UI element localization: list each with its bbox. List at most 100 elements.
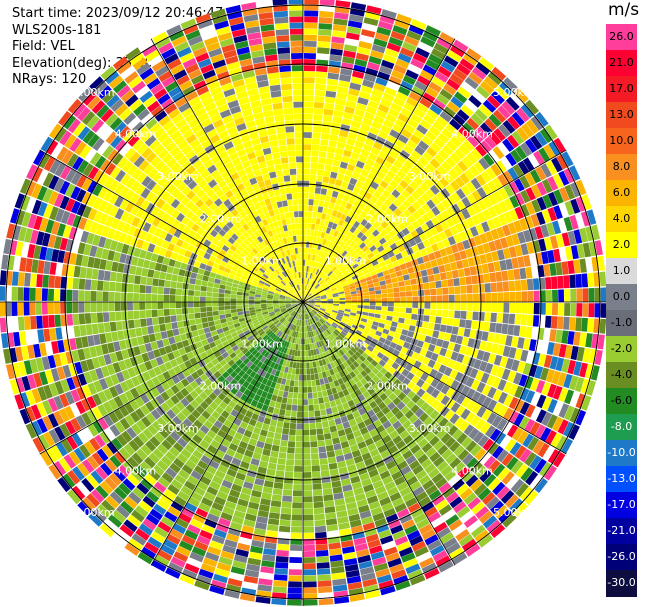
velocity-gate — [15, 241, 24, 257]
velocity-gate — [237, 149, 247, 158]
velocity-gate — [295, 266, 299, 273]
velocity-gate — [322, 488, 333, 496]
velocity-gate — [199, 439, 210, 450]
velocity-gate — [335, 504, 347, 512]
velocity-gate — [192, 434, 203, 444]
velocity-gate — [35, 231, 45, 246]
velocity-gate — [85, 474, 99, 489]
velocity-gate — [268, 309, 274, 313]
velocity-gate — [379, 249, 387, 257]
velocity-gate — [325, 344, 330, 351]
velocity-gate — [331, 258, 338, 265]
velocity-gate — [193, 486, 206, 497]
velocity-gate — [138, 39, 154, 52]
velocity-gate — [379, 261, 386, 268]
velocity-gate — [379, 165, 389, 175]
velocity-gate — [236, 329, 244, 335]
velocity-gate — [325, 370, 331, 377]
velocity-gate — [547, 176, 559, 191]
velocity-gate — [254, 302, 261, 305]
velocity-gate — [333, 360, 340, 367]
velocity-gate — [525, 119, 539, 134]
velocity-gate — [220, 170, 230, 180]
velocity-gate — [160, 202, 171, 212]
velocity-gate — [528, 227, 538, 241]
velocity-gate — [362, 522, 376, 531]
velocity-gate — [476, 187, 487, 199]
velocity-gate — [280, 272, 286, 279]
velocity-gate — [97, 391, 108, 404]
velocity-gate — [129, 192, 140, 204]
velocity-gate — [274, 164, 283, 171]
velocity-gate — [287, 367, 293, 374]
velocity-gate — [303, 411, 309, 418]
velocity-gate — [267, 330, 273, 336]
velocity-gate — [286, 293, 293, 297]
velocity-gate — [482, 99, 497, 113]
velocity-gate — [214, 496, 226, 506]
velocity-gate — [262, 173, 270, 181]
velocity-gate — [181, 534, 196, 546]
velocity-gate — [390, 30, 406, 41]
velocity-gate — [214, 568, 230, 578]
velocity-gate — [266, 300, 273, 302]
velocity-gate — [329, 548, 342, 556]
velocity-gate — [131, 533, 147, 546]
velocity-gate — [246, 171, 256, 180]
velocity-gate — [403, 102, 416, 113]
velocity-gate — [96, 302, 103, 312]
velocity-gate — [316, 286, 322, 291]
velocity-gate — [277, 47, 290, 54]
velocity-gate — [43, 384, 53, 399]
velocity-gate — [263, 365, 270, 372]
velocity-gate — [151, 560, 167, 572]
velocity-gate — [241, 347, 249, 355]
velocity-gate — [335, 261, 342, 268]
velocity-gate — [290, 330, 294, 337]
velocity-gate — [329, 381, 336, 389]
velocity-gate — [238, 369, 246, 378]
velocity-gate — [413, 129, 425, 140]
velocity-gate — [236, 302, 243, 306]
velocity-gate — [61, 438, 73, 454]
velocity-gate — [288, 230, 293, 237]
velocity-gate — [458, 126, 471, 139]
velocity-gate — [39, 246, 48, 260]
velocity-gate — [230, 290, 237, 295]
velocity-gate — [263, 480, 274, 488]
velocity-gate — [90, 312, 98, 324]
velocity-gate — [328, 542, 341, 550]
velocity-gate — [174, 41, 190, 53]
velocity-gate — [306, 235, 310, 242]
velocity-gate — [210, 8, 226, 19]
velocity-gate — [388, 267, 396, 274]
velocity-gate — [84, 290, 91, 302]
velocity-gate — [346, 163, 356, 172]
velocity-gate — [336, 141, 346, 150]
velocity-gate — [239, 252, 247, 259]
velocity-gate — [292, 318, 296, 324]
velocity-gate — [145, 285, 152, 294]
velocity-gate — [441, 210, 451, 220]
velocity-gate — [242, 180, 252, 188]
velocity-gate — [277, 232, 283, 240]
velocity-gate — [124, 201, 135, 213]
velocity-gate — [136, 143, 149, 155]
velocity-gate — [73, 265, 81, 278]
velocity-gate — [279, 188, 286, 195]
velocity-gate — [267, 308, 274, 312]
velocity-gate — [303, 405, 309, 412]
velocity-gate — [313, 120, 322, 127]
velocity-gate — [324, 267, 330, 274]
velocity-gate — [462, 139, 475, 152]
velocity-gate — [206, 296, 212, 302]
velocity-gate — [258, 319, 265, 324]
velocity-gate — [231, 331, 238, 338]
velocity-gate — [353, 455, 364, 464]
velocity-gate — [233, 322, 241, 328]
velocity-gate — [249, 233, 257, 241]
velocity-gate — [66, 314, 74, 326]
velocity-gate — [184, 250, 192, 258]
velocity-gate — [459, 277, 466, 286]
velocity-gate — [109, 424, 121, 437]
